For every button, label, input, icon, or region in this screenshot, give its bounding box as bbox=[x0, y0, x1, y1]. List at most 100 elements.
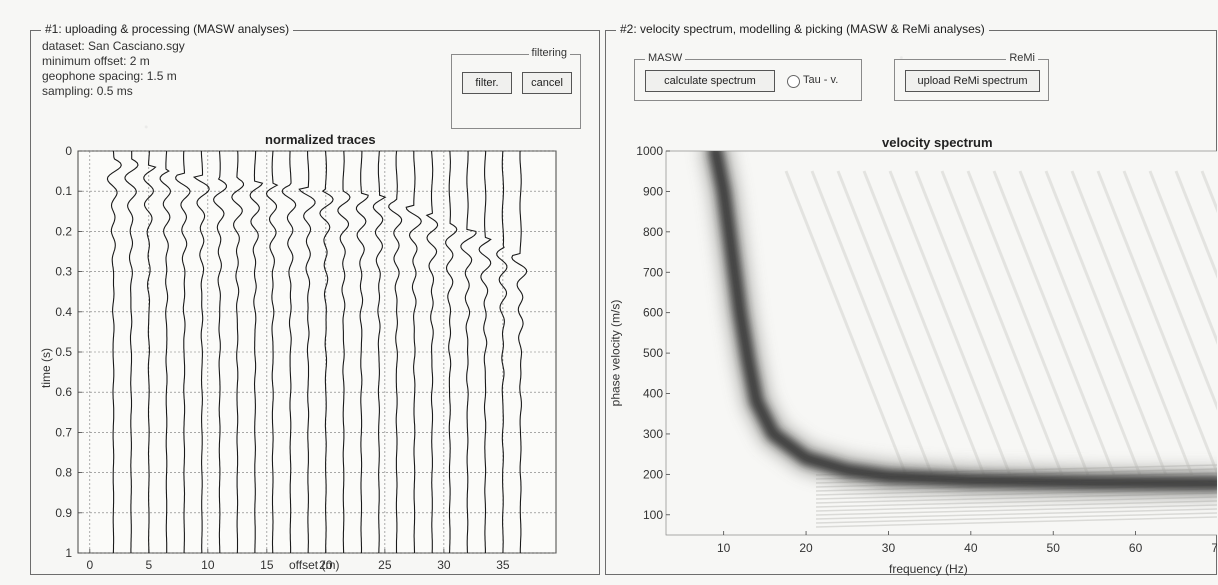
traces-plot: 0 5 10 15 20 25 30 35 0 0.1 0.2 0.3 0.4 0.5 0.6 0.7 0.8 0… bbox=[55, 145, 557, 572]
traces-ytick-label: 1 bbox=[65, 546, 72, 560]
traces-ytick-label: 0.3 bbox=[55, 265, 72, 279]
trace-line bbox=[405, 151, 422, 553]
sampling-label: sampling: 0.5 ms bbox=[42, 84, 133, 98]
spectrum-xtick-label: 30 bbox=[882, 541, 896, 555]
panel-uploading-processing: #1: uploading & processing (MASW analyse… bbox=[30, 22, 600, 575]
trace-line bbox=[496, 150, 508, 554]
trace-line bbox=[319, 150, 334, 553]
spectrum-low-mode-band bbox=[815, 496, 1217, 508]
panel2-title: #2: velocity spectrum, modelling & picki… bbox=[616, 22, 989, 36]
spectrum-xtick-label: 70 bbox=[1211, 541, 1217, 555]
traces-ytick-label: 0.9 bbox=[55, 506, 72, 520]
trace-line bbox=[192, 151, 210, 553]
trace-line bbox=[372, 150, 387, 554]
trace-line bbox=[511, 150, 528, 553]
spectrum-xlabel: frequency (Hz) bbox=[889, 562, 968, 576]
trace-line bbox=[265, 150, 279, 553]
traces-ylabel: time (s) bbox=[39, 348, 53, 388]
upload-remi-spectrum-button[interactable]: upload ReMi spectrum bbox=[905, 70, 1040, 92]
spectrum-texture bbox=[992, 170, 1116, 476]
spectrum-ytick-label: 300 bbox=[643, 427, 663, 441]
filtering-label: filtering bbox=[528, 47, 570, 59]
traces-xtick-label: 20 bbox=[319, 558, 333, 572]
traces-ytick-label: 0.6 bbox=[55, 385, 72, 399]
trace-line bbox=[388, 150, 403, 553]
traces-ytick-label: 0.1 bbox=[55, 184, 72, 198]
geophone-spacing-label: geophone spacing: 1.5 m bbox=[42, 69, 177, 83]
traces-ytick-label: 0.8 bbox=[55, 466, 72, 480]
filter-button[interactable]: filter. bbox=[462, 72, 512, 94]
traces-xtick-label: 35 bbox=[496, 558, 510, 572]
remi-group: ReMi upload ReMi spectrum bbox=[894, 52, 1049, 101]
spectrum-ytick-label: 1000 bbox=[636, 145, 663, 158]
spectrum-ytick-label: 500 bbox=[643, 346, 663, 360]
calculate-spectrum-button[interactable]: calculate spectrum bbox=[645, 70, 775, 92]
remi-label: ReMi bbox=[1006, 52, 1038, 64]
spectrum-xtick-label: 50 bbox=[1047, 541, 1061, 555]
trace-line bbox=[298, 150, 316, 554]
spectrum-low-mode-band bbox=[815, 512, 1217, 524]
spectrum-texture bbox=[1148, 170, 1217, 345]
tau-v-radio[interactable] bbox=[787, 75, 800, 88]
spectrum-energy-ridge bbox=[708, 151, 1217, 491]
trace-line bbox=[159, 150, 172, 553]
traces-xtick-label: 0 bbox=[86, 558, 93, 572]
spectrum-low-mode-band bbox=[815, 516, 1217, 528]
spectrum-texture bbox=[784, 170, 908, 476]
trace-line bbox=[249, 151, 264, 553]
spectrum-texture bbox=[1096, 170, 1217, 476]
traces-plot-title: normalized traces bbox=[265, 132, 376, 147]
trace-line bbox=[124, 150, 139, 554]
spectrum-texture bbox=[1018, 170, 1142, 476]
traces-xtick-label: 30 bbox=[437, 558, 451, 572]
spectrum-ytick-label: 100 bbox=[643, 508, 663, 522]
spectrum-xtick-label: 60 bbox=[1129, 541, 1143, 555]
spectrum-ytick-label: 700 bbox=[643, 265, 663, 279]
spectrum-ytick-label: 200 bbox=[643, 467, 663, 481]
traces-xtick-label: 15 bbox=[260, 558, 274, 572]
tau-v-radio-label: Tau - v. bbox=[803, 74, 839, 86]
spectrum-xtick-label: 20 bbox=[799, 541, 813, 555]
traces-ytick-label: 0.4 bbox=[55, 305, 72, 319]
spectrum-xtick-label: 10 bbox=[717, 541, 731, 555]
trace-line bbox=[143, 150, 157, 553]
spectrum-texture bbox=[966, 170, 1090, 476]
spectrum-xtick-label: 40 bbox=[964, 541, 978, 555]
spectrum-texture bbox=[836, 170, 960, 476]
traces-ytick-label: 0 bbox=[65, 145, 72, 158]
spectrum-low-mode-band bbox=[815, 500, 1217, 512]
dataset-info: dataset: San Casciano.sgy minimum offset… bbox=[42, 39, 185, 99]
traces-ytick-label: 0.2 bbox=[55, 224, 72, 238]
traces-ytick-label: 0.5 bbox=[55, 345, 72, 359]
spectrum-texture bbox=[888, 170, 1012, 476]
spectrum-texture bbox=[810, 170, 934, 476]
masw-label: MASW bbox=[645, 52, 686, 64]
spectrum-plot: 10 20 30 40 50 60 70 100 200 300 400 500 600 700 800 90… bbox=[636, 145, 1217, 555]
trace-line bbox=[337, 150, 351, 553]
spectrum-low-mode-band bbox=[815, 504, 1217, 516]
panel-velocity-spectrum: #2: velocity spectrum, modelling & picki… bbox=[605, 22, 1217, 576]
panel1-title: #1: uploading & processing (MASW analyse… bbox=[41, 22, 294, 36]
spectrum-texture bbox=[1070, 170, 1194, 476]
spectrum-texture bbox=[1122, 170, 1217, 411]
traces-plot-area bbox=[77, 150, 557, 554]
spectrum-texture bbox=[914, 170, 1038, 476]
masw-group: MASW calculate spectrum Tau - v. bbox=[634, 52, 862, 101]
cancel-button[interactable]: cancel bbox=[522, 72, 572, 94]
traces-xtick-label: 25 bbox=[378, 558, 392, 572]
traces-xtick-label: 10 bbox=[201, 558, 215, 572]
spectrum-ytick-label: 600 bbox=[643, 306, 663, 320]
spectrum-texture bbox=[862, 170, 986, 476]
traces-xtick-label: 5 bbox=[145, 558, 152, 572]
trace-line bbox=[213, 150, 227, 553]
min-offset-label: minimum offset: 2 m bbox=[42, 54, 150, 68]
dataset-label: dataset: San Casciano.sgy bbox=[42, 39, 185, 53]
traces-xlabel: offset (m) bbox=[289, 558, 340, 572]
trace-line bbox=[355, 151, 369, 554]
spectrum-low-mode-band bbox=[815, 508, 1217, 520]
spectrum-plot-title: velocity spectrum bbox=[882, 135, 993, 150]
spectrum-ylabel: phase velocity (m/s) bbox=[608, 299, 623, 407]
trace-line bbox=[175, 150, 191, 553]
spectrum-texture bbox=[940, 170, 1064, 476]
trace-line bbox=[460, 150, 477, 553]
